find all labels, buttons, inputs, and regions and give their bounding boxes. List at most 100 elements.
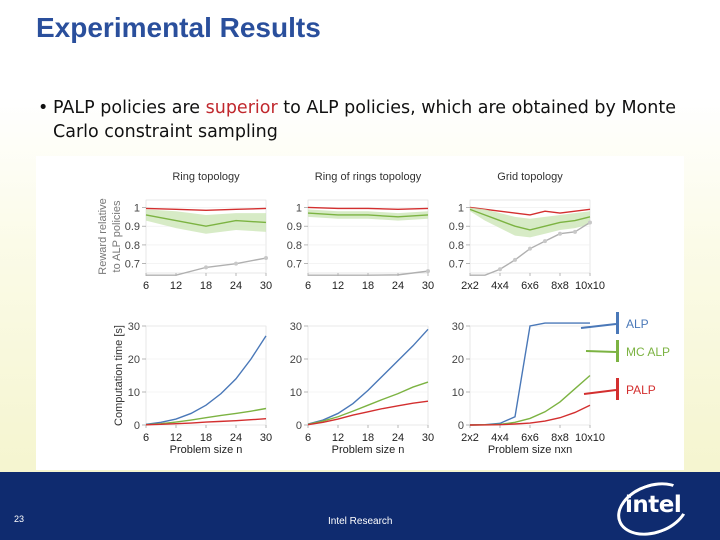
y-tick-label: 10 <box>452 387 464 399</box>
y-tick-label: 0 <box>458 420 464 432</box>
y-tick-label: 0 <box>296 420 302 432</box>
x-tick-label: 24 <box>392 432 404 444</box>
bullet-highlight: superior <box>205 98 278 118</box>
x-tick-label: 24 <box>230 432 242 444</box>
series-point <box>558 231 562 236</box>
series-line <box>469 404 591 426</box>
series-point <box>513 257 517 262</box>
x-tick-label: 8x8 <box>551 432 569 444</box>
legend-label: MC ALP <box>626 345 670 359</box>
y-axis-label: to ALP policies <box>111 200 123 272</box>
slide-title: Experimental Results <box>36 12 321 43</box>
y-tick-label: 1 <box>458 202 464 214</box>
x-tick-label: 18 <box>362 432 374 444</box>
bullet-text: PALP policies are superior to ALP polici… <box>38 96 688 144</box>
y-tick-label: 30 <box>128 321 140 333</box>
x-tick-label: 2x2 <box>461 432 479 444</box>
plot-area <box>145 325 267 426</box>
y-tick-label: 20 <box>128 354 140 366</box>
x-tick-label: 6 <box>305 432 311 444</box>
x-tick-label: 30 <box>260 432 272 444</box>
x-tick-label: 10x10 <box>575 432 605 444</box>
x-tick-label: 18 <box>200 432 212 444</box>
x-tick-label: 18 <box>200 280 212 292</box>
y-tick-label: 0.8 <box>287 240 302 252</box>
series-line <box>308 270 429 276</box>
y-tick-label: 1 <box>134 202 140 214</box>
y-tick-label: 0.7 <box>449 259 464 271</box>
bullet-dot: • <box>38 98 49 118</box>
series-point <box>543 239 547 244</box>
y-tick-label: 20 <box>290 354 302 366</box>
x-axis-label: Problem size n <box>332 444 405 456</box>
y-tick-label: 10 <box>128 387 140 399</box>
series-line <box>145 214 267 227</box>
x-tick-label: 24 <box>392 280 404 292</box>
y-tick-label: 0.9 <box>449 221 464 233</box>
confidence-band <box>146 209 266 234</box>
legend-swatch <box>616 312 619 334</box>
bullet-text-end: to ALP policies, which are obtained by M… <box>53 98 676 142</box>
x-tick-label: 4x4 <box>491 280 509 292</box>
series-point <box>528 246 532 251</box>
x-tick-label: 10x10 <box>575 280 605 292</box>
x-tick-label: 6 <box>305 280 311 292</box>
x-tick-label: 12 <box>170 432 182 444</box>
legend-label: ALP <box>626 317 649 331</box>
slide-number: 23 <box>14 514 25 524</box>
series-line <box>307 206 429 211</box>
x-tick-label: 8x8 <box>551 280 569 292</box>
series-point <box>426 269 430 274</box>
x-axis-label: Problem size nxn <box>488 444 572 456</box>
x-tick-label: 6 <box>143 280 149 292</box>
legend-swatch <box>616 378 619 400</box>
y-axis-label: Reward relative <box>97 198 109 274</box>
chart-title: Ring topology <box>172 171 240 183</box>
y-tick-label: 30 <box>452 321 464 333</box>
series-point <box>234 261 238 266</box>
y-tick-label: 0.8 <box>449 240 464 252</box>
x-tick-label: 30 <box>422 280 434 292</box>
x-tick-label: 30 <box>260 280 272 292</box>
chart-title: Ring of rings topology <box>315 171 422 183</box>
series-line <box>145 335 267 426</box>
x-tick-label: 12 <box>170 280 182 292</box>
confidence-band <box>470 207 590 238</box>
y-tick-label: 1 <box>296 202 302 214</box>
x-tick-label: 4x4 <box>491 432 509 444</box>
logo-wordmark: intel <box>625 492 682 518</box>
x-tick-label: 18 <box>362 280 374 292</box>
series-line <box>145 418 267 426</box>
series-line <box>469 206 591 216</box>
y-tick-label: 0 <box>134 420 140 432</box>
series-line <box>145 207 267 211</box>
x-tick-label: 2x2 <box>461 280 479 292</box>
x-tick-label: 6 <box>143 432 149 444</box>
series-line <box>469 208 591 231</box>
series-line <box>307 381 429 426</box>
y-tick-label: 0.7 <box>125 259 140 271</box>
bullet-text-start: PALP policies are <box>53 98 206 118</box>
legend-leader <box>585 350 617 353</box>
x-tick-label: 6x6 <box>521 432 539 444</box>
series-line <box>145 407 267 426</box>
footer-bar: 23 Intel Research intel <box>0 472 720 540</box>
results-figure: Ring topology 1 0.9 0.8 0.7 6 12 18 24 30 Reward r… <box>36 156 684 470</box>
intel-logo: intel <box>609 472 697 540</box>
x-axis-label: Problem size n <box>170 444 243 456</box>
x-tick-label: 30 <box>422 432 434 444</box>
plot-area <box>307 325 429 426</box>
bullet-point: • PALP policies are superior to ALP poli… <box>38 96 688 144</box>
legend-leader <box>580 323 617 329</box>
series-point <box>498 267 502 272</box>
x-tick-label: 12 <box>332 280 344 292</box>
y-tick-label: 0.9 <box>287 221 302 233</box>
y-tick-label: 0.7 <box>287 259 302 271</box>
legend-swatch <box>616 340 619 362</box>
x-tick-label: 12 <box>332 432 344 444</box>
y-tick-label: 30 <box>290 321 302 333</box>
x-tick-label: 6x6 <box>521 280 539 292</box>
x-tick-label: 24 <box>230 280 242 292</box>
y-axis-label: Computation time [s] <box>113 325 125 426</box>
